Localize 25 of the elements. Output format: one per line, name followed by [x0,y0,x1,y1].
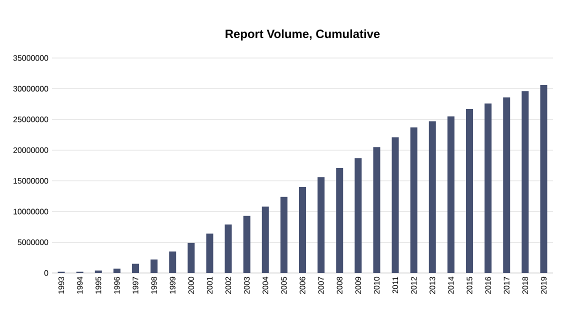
bar [484,103,492,273]
bar [522,91,529,273]
bar [318,177,325,273]
bar [373,147,380,273]
bar [150,259,158,273]
bar [113,268,120,273]
bar [188,242,195,273]
bar [206,234,214,273]
bar [447,116,454,273]
bar [280,196,288,273]
bar [466,108,474,273]
bar [354,158,362,273]
bar [243,216,250,273]
bar [299,187,306,273]
bar [169,252,176,273]
bar [540,85,548,273]
bar [336,168,344,273]
chart-title: Report Volume, Cumulative [226,29,380,41]
bar [392,137,399,273]
bar [224,224,232,273]
bar [262,206,269,273]
bar [132,264,139,273]
bar [503,97,510,273]
bar [428,121,436,273]
bar [410,127,418,273]
